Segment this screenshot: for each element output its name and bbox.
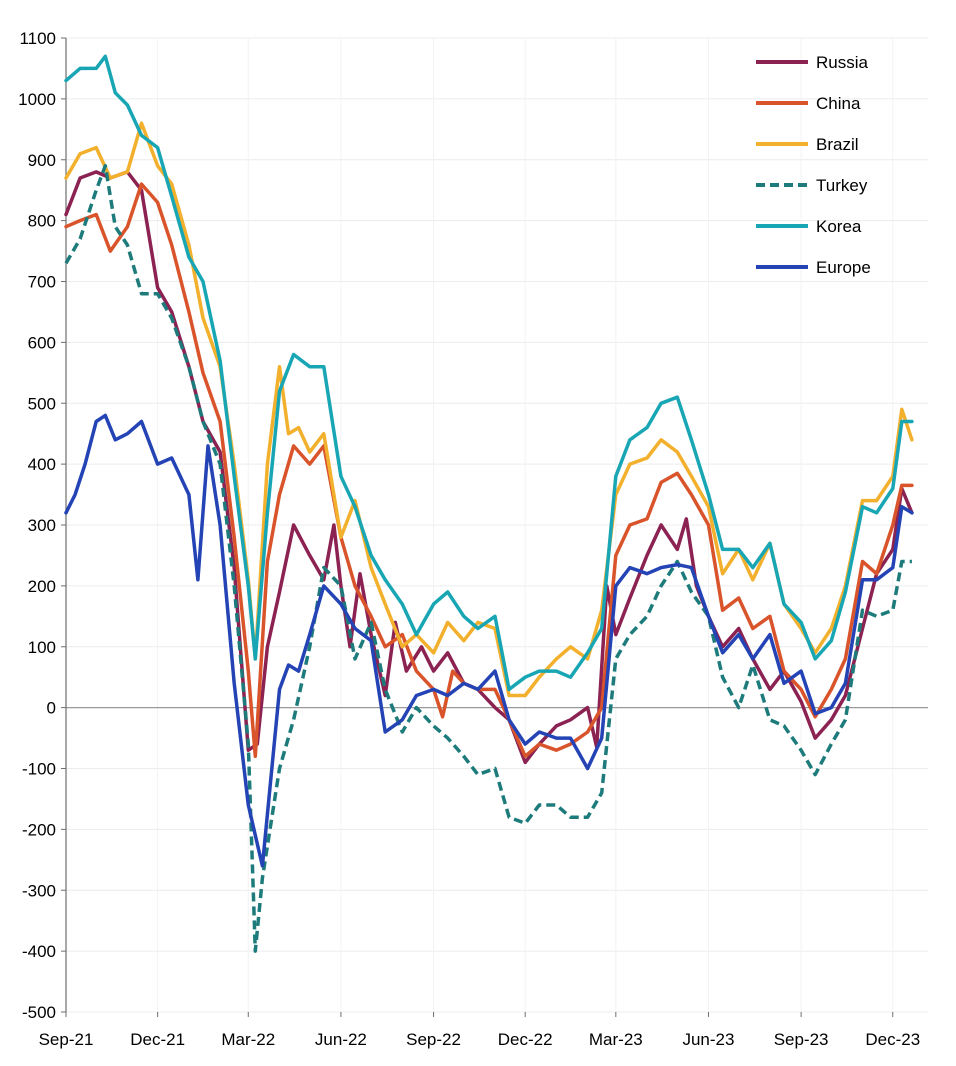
series-line-korea (64, 54, 914, 692)
y-tick-label: 0 (47, 699, 56, 718)
series-line-turkey (64, 164, 912, 953)
y-tick-label: -100 (22, 760, 56, 779)
legend-label-turkey: Turkey (816, 176, 868, 195)
y-tick-label: -400 (22, 942, 56, 961)
y-tick-label: 1000 (18, 90, 56, 109)
series-line-europe (64, 413, 914, 868)
y-tick-label: 400 (28, 455, 56, 474)
legend-label-korea: Korea (816, 217, 862, 236)
x-tick-label: Sep-22 (406, 1030, 461, 1049)
y-tick-label: 300 (28, 516, 56, 535)
legend-label-brazil: Brazil (816, 135, 859, 154)
x-tick-label: Dec-23 (865, 1030, 920, 1049)
legend: Russia China Brazil Turkey Korea Europe (756, 53, 871, 277)
y-tick-label: -500 (22, 1003, 56, 1022)
y-axis-ticks: -500 -400 -300 -200 -100 0 100 200 300 400 500 600 7… (18, 29, 66, 1022)
x-tick-label: Dec-22 (498, 1030, 553, 1049)
y-tick-label: -200 (22, 820, 56, 839)
x-tick-label: Sep-21 (39, 1030, 94, 1049)
y-tick-label: -300 (22, 881, 56, 900)
y-tick-label: 100 (28, 638, 56, 657)
y-tick-label: 1100 (19, 29, 56, 48)
y-tick-label: 500 (28, 394, 56, 413)
y-tick-label: 600 (28, 333, 56, 352)
x-tick-label: Jun-23 (682, 1030, 734, 1049)
x-tick-label: Mar-23 (589, 1030, 643, 1049)
x-tick-label: Dec-21 (130, 1030, 185, 1049)
x-tick-label: Mar-22 (221, 1030, 275, 1049)
y-tick-label: 200 (28, 577, 56, 596)
legend-label-russia: Russia (816, 53, 869, 72)
x-tick-label: Sep-23 (774, 1030, 829, 1049)
x-tick-label: Jun-22 (315, 1030, 367, 1049)
y-tick-label: 700 (28, 273, 56, 292)
legend-label-europe: Europe (816, 258, 871, 277)
series-line-brazil (64, 121, 914, 698)
x-axis-ticks: Sep-21 Dec-21 Mar-22 Jun-22 Sep-22 Dec-22 Mar-… (39, 1012, 920, 1049)
y-tick-label: 900 (28, 151, 56, 170)
y-tick-label: 800 (28, 212, 56, 231)
legend-label-china: China (816, 94, 861, 113)
series-lines (64, 54, 914, 953)
